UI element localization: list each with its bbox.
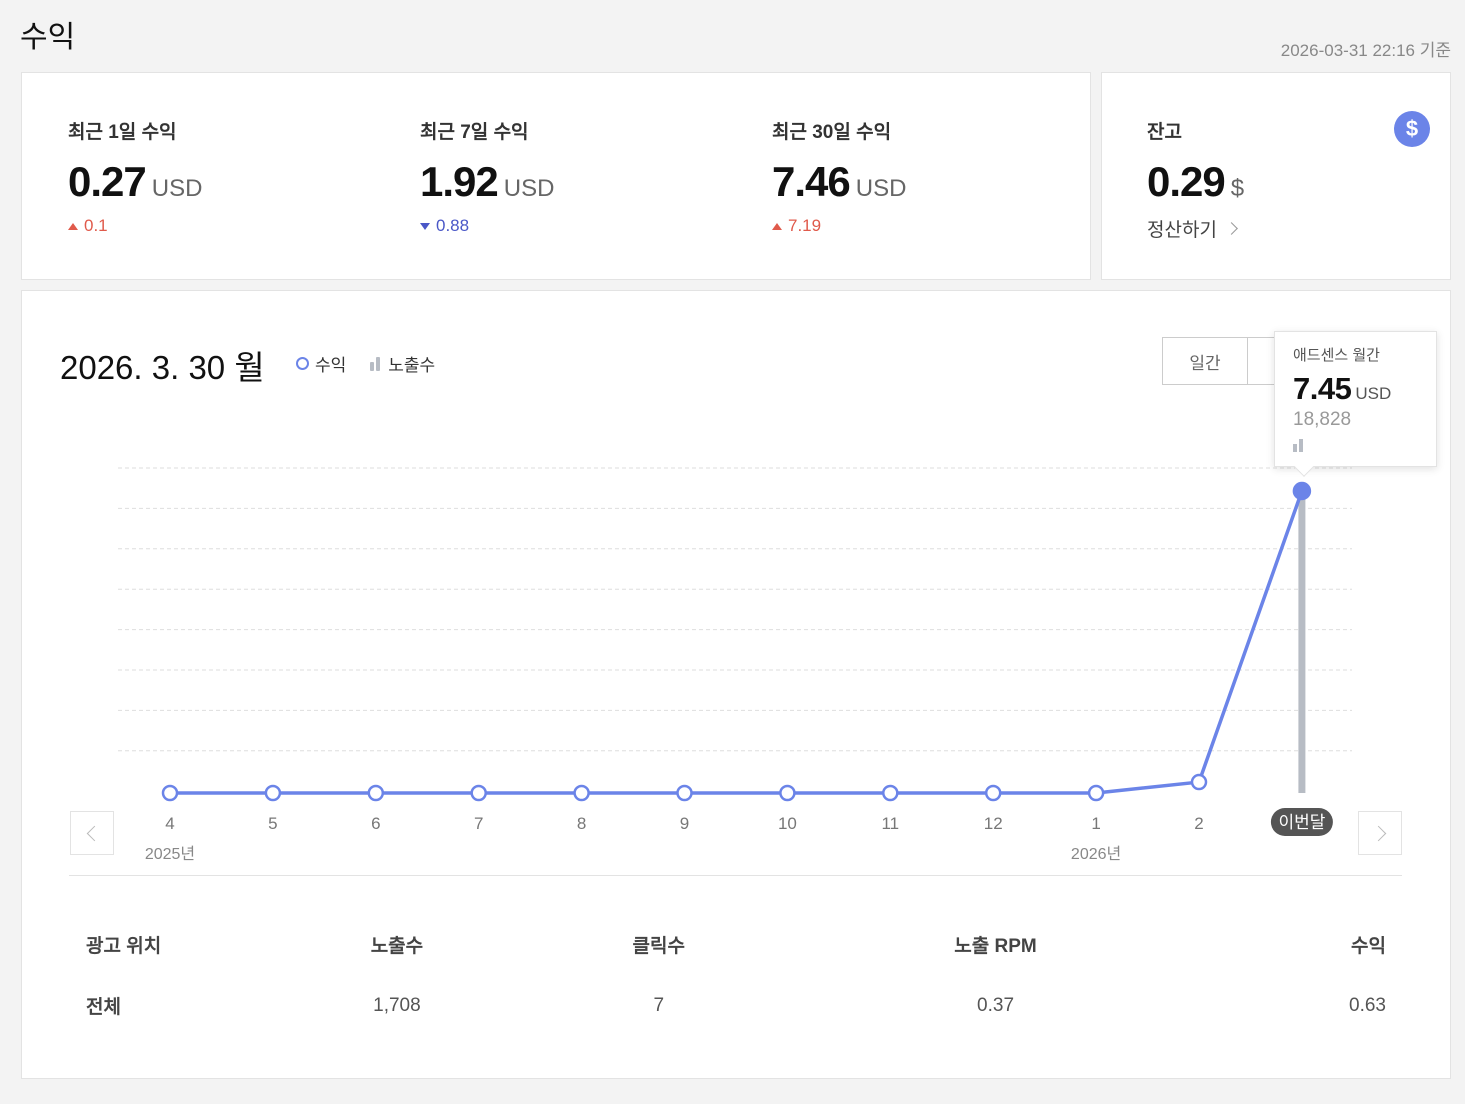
cell-rpm: 0.37 [977,994,1015,1016]
tooltip-title: 애드센스 월간 [1293,347,1380,364]
chart-next-button[interactable] [1358,811,1402,855]
cell-revenue: 0.63 [1349,994,1386,1016]
legend-revenue: 수익 [296,351,346,376]
stat-value: 0.27 [68,158,147,205]
tooltip-value: 7.45 [1293,371,1352,406]
col-rpm: 노출 RPM [954,936,1037,957]
page-title: 수익 [20,21,76,54]
x-tick-label: 1 [1091,814,1100,833]
chart-tooltip: 애드센스 월간 7.45 USD 18,828 [1274,331,1437,477]
delta-value: 7.19 [788,216,822,235]
revenue-point [264,784,282,802]
chart-date: 2026. 3. 30 월 [60,349,265,386]
stat-label: 최근 7일 수익 [420,122,529,143]
triangle-down-icon [420,222,430,230]
cell-clicks: 7 [653,994,665,1016]
stat-delta: 0.1 [68,216,202,236]
circle-icon [296,357,309,370]
stat-delta: 0.88 [420,216,554,236]
x-tick-label: 10 [778,814,797,833]
x-tick-label: 6 [371,814,380,833]
x-tick-label: 9 [680,814,689,833]
col-placement: 광고 위치 [86,936,162,957]
x-tick-label: 4 [165,814,174,833]
revenue-point [882,784,899,802]
legend-revenue-label: 수익 [315,356,347,375]
stat-7day: 최근 7일 수익 1.92 USD 0.88 [420,117,554,236]
col-revenue: 수익 [1351,936,1386,957]
stat-delta: 7.19 [772,216,906,236]
period-daily-button[interactable]: 일간 [1162,337,1248,385]
chevron-right-icon [1370,825,1386,841]
x-tick-label: 11 [881,814,899,833]
x-tick-label: 5 [268,814,277,833]
divider [69,875,1402,876]
stat-unit: USD [855,175,907,202]
year-label: 2026년 [1071,845,1121,863]
balance-card: 잔고 0.29 $ $ 정산하기 [1101,72,1451,280]
delta-value: 0.1 [84,216,108,235]
triangle-up-icon [68,222,78,230]
chevron-left-icon [86,825,102,841]
x-tick-label: 7 [474,814,483,833]
stat-1day: 최근 1일 수익 0.27 USD 0.1 [68,117,202,236]
summary-card: 최근 1일 수익 0.27 USD 0.1 최근 7일 수익 1.92 USD … [21,72,1091,280]
stat-unit: USD [503,175,555,202]
revenue-point [573,784,590,802]
cell-impressions: 1,708 [373,994,421,1016]
revenue-point [1292,481,1312,501]
balance-stat: 잔고 0.29 $ [1147,117,1244,206]
chart-card: 2026. 3. 30 월 수익 노출수 일간 4 5 6 7 8 9 10 11 12 1 2 이번… [21,290,1451,1079]
x-tick-label: 8 [577,814,586,833]
revenue-point [161,784,179,802]
stat-value: 7.46 [772,158,851,205]
chart-legend: 수익 노출수 [296,351,459,376]
revenue-point [1087,784,1105,802]
settle-link[interactable]: 정산하기 [1147,215,1238,242]
x-tick-label: 12 [984,814,1003,833]
bar-chart-icon [370,356,382,371]
delta-value: 0.88 [436,216,470,235]
dollar-icon: $ [1394,111,1430,147]
chart-prev-button[interactable] [70,811,114,855]
current-month-badge [1270,808,1333,836]
stat-value: 1.92 [420,158,499,205]
col-impressions: 노출수 [370,936,424,957]
revenue-point [984,784,1002,802]
stat-unit: USD [151,175,203,202]
chevron-right-icon [1225,222,1238,235]
year-label: 2025년 [145,845,195,863]
legend-impressions: 노출수 [370,351,435,376]
stat-label: 최근 1일 수익 [68,122,177,143]
bar-chart-icon [1293,439,1418,452]
revenue-line [170,490,1304,795]
revenue-point [779,784,796,802]
balance-unit: $ [1230,175,1245,202]
as-of-timestamp: 2026-03-31 22:16 기준 [1280,41,1451,60]
triangle-up-icon [772,222,782,230]
legend-impressions-label: 노출수 [388,356,436,375]
settle-label: 정산하기 [1147,220,1217,241]
revenue-point [470,784,487,802]
tooltip-impressions: 18,828 [1293,409,1352,430]
tooltip-unit: USD [1355,384,1392,403]
balance-label: 잔고 [1147,122,1182,143]
cell-placement: 전체 [86,997,121,1018]
x-tick-label: 2 [1194,814,1203,833]
impressions-bar [1298,491,1306,793]
revenue-point [676,784,693,802]
balance-value: 0.29 [1147,158,1226,205]
table-header-row: 광고 위치 노출수 클릭수 노출 RPM 수익 [86,931,1386,992]
stat-label: 최근 30일 수익 [772,122,892,143]
placement-table: 광고 위치 노출수 클릭수 노출 RPM 수익 전체 1,708 7 0.37 … [86,931,1386,1019]
col-clicks: 클릭수 [632,936,685,957]
revenue-point [367,784,385,802]
revenue-point [1190,773,1208,791]
x-tick-label: 이번달 [1278,813,1325,832]
stat-30day: 최근 30일 수익 7.46 USD 7.19 [772,117,906,236]
period-monthly-button[interactable] [1247,337,1277,385]
table-row: 전체 1,708 7 0.37 0.63 [86,992,1386,1019]
